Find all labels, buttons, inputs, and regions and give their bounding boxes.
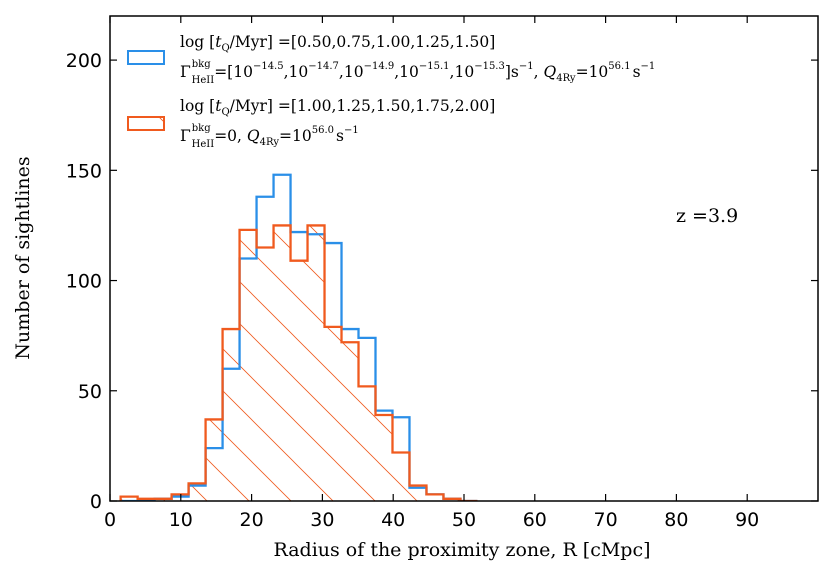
- legend-blue-q-sub: 4Ry: [556, 73, 576, 84]
- legend-blue-q: Q: [543, 63, 556, 81]
- legend-orange-myr: /Myr: [230, 97, 268, 115]
- legend-orange-q: Q: [247, 127, 260, 145]
- orange-histogram-series: [119, 224, 478, 501]
- legend-orange-gamma-sup: bkg: [192, 123, 211, 134]
- legend-blue-q-unit-exp: −1: [641, 61, 656, 72]
- y-axis-label: Number of sightlines: [12, 156, 34, 359]
- legend-orange-gamma: Γ: [180, 127, 191, 145]
- x-tick-label: 20: [240, 509, 264, 531]
- legend-blue-t: t: [215, 33, 222, 51]
- x-axis-label: Radius of the proximity zone, R [cMpc]: [273, 539, 650, 561]
- x-tick-label: 0: [104, 509, 116, 531]
- legend-orange-gamma-eq: =0,: [214, 127, 242, 145]
- legend-blue-myr: /Myr: [230, 33, 268, 51]
- legend-blue-q-unit: s: [633, 63, 641, 81]
- legend-orange-q-eq: =10: [279, 127, 312, 145]
- legend-blue-exp1: −14.5: [253, 61, 284, 72]
- x-tick-label: 60: [523, 509, 547, 531]
- legend-orange-q-unit: s: [336, 127, 344, 145]
- legend-blue-gamma-sup: bkg: [192, 59, 211, 70]
- legend-orange-q-unit-exp: −1: [344, 125, 359, 136]
- legend-blue-exp2: −14.7: [308, 61, 339, 72]
- legend-orange-t-sub: Q: [221, 107, 229, 118]
- legend-blue-exp5: −15.3: [474, 61, 505, 72]
- legend-blue-unit-exp: −1: [519, 61, 534, 72]
- legend-blue-gamma-sub: HeII: [192, 75, 215, 86]
- legend-entry-orange: log [tQ/Myr] =[1.00,1.25,1.50,1.75,2.00]…: [127, 97, 495, 150]
- legend-blue-tq-values: =[0.50,0.75,1.00,1.25,1.50]: [278, 33, 495, 51]
- y-tick-label: 150: [66, 160, 102, 182]
- y-tick-label: 50: [78, 381, 102, 403]
- legend-orange-t: t: [215, 97, 222, 115]
- x-tick-label: 80: [664, 509, 688, 531]
- legend-blue-exp3: −14.9: [364, 61, 395, 72]
- legend-blue-q-exp: 56.1: [608, 61, 630, 72]
- legend-entry-blue: log [tQ/Myr] =[0.50,0.75,1.00,1.25,1.50]…: [127, 33, 655, 86]
- legend-blue-t-sub: Q: [221, 43, 229, 54]
- legend-blue-gamma: Γ: [180, 63, 191, 81]
- svg-text:log [tQ/Myr] =[1.00,1.2: log [tQ/Myr] =[1.00,1.25,1.50,1.75,2.00]: [180, 97, 495, 118]
- orange-hatch-fill: [120, 225, 478, 501]
- x-tick-label: 40: [381, 509, 405, 531]
- y-tick-label: 200: [66, 50, 102, 72]
- legend-blue-gamma-eq: =[10: [214, 63, 253, 81]
- x-tick-label: 10: [169, 509, 193, 531]
- legend-orange-q-sub: 4Ry: [260, 137, 280, 148]
- legend-blue-exp4: −15.1: [419, 61, 450, 72]
- legend-orange-gamma-sub: HeII: [192, 139, 215, 150]
- x-tick-label: 70: [594, 509, 618, 531]
- legend-orange-log: log: [180, 97, 204, 115]
- y-tick-label: 100: [66, 271, 102, 293]
- legend-blue-log: log: [180, 33, 204, 51]
- x-tick-label: 30: [310, 509, 334, 531]
- legend-swatch-orange: [127, 116, 165, 131]
- legend-orange-q-exp: 56.0: [312, 125, 334, 136]
- legend-orange-tq-values: =[1.00,1.25,1.50,1.75,2.00]: [278, 97, 495, 115]
- svg-text:log [tQ/Myr] =[0.50,0.7: log [tQ/Myr] =[0.50,0.75,1.00,1.25,1.50]: [180, 33, 495, 54]
- legend-swatch-blue: [127, 50, 165, 65]
- x-tick-label: 90: [735, 509, 759, 531]
- legend-blue-unit: ]s: [505, 63, 519, 81]
- redshift-annotation: z =3.9: [676, 205, 738, 227]
- y-tick-label: 0: [90, 491, 102, 513]
- x-tick-label: 50: [452, 509, 476, 531]
- legend-blue-q-eq: =10: [576, 63, 609, 81]
